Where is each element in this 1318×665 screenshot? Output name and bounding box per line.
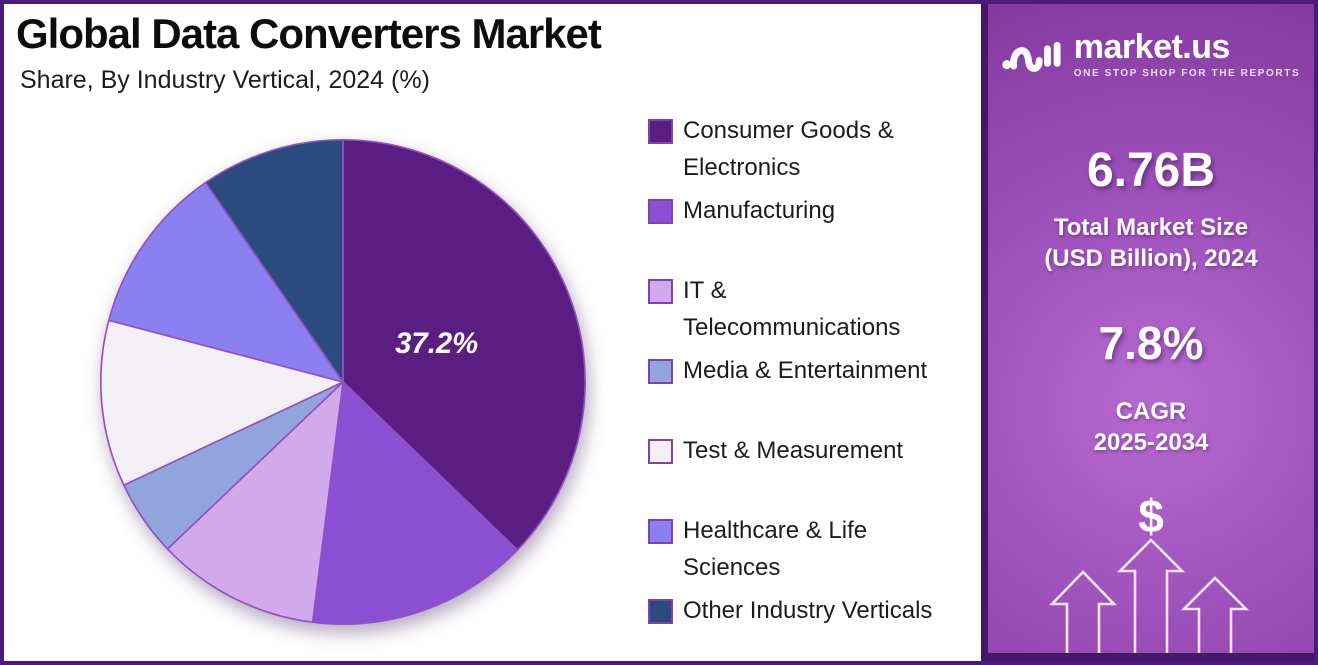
legend: Consumer Goods & Electronics Manufacturi… [648,112,978,661]
legend-item-label: Manufacturing [683,197,836,224]
market-size-value: 6.76B [1086,144,1216,197]
legend-swatch-icon [648,279,673,304]
pie-slice [99,319,346,487]
pie-slice [311,380,519,625]
pie-chart-svg: 37.2% [99,138,586,625]
growth-arrows: $ [988,490,1314,653]
pie-chart: 37.2% [93,132,593,632]
pie-slice [342,138,586,552]
legend-swatch-icon [648,599,673,624]
chart-area: Global Data Converters Market Share, By … [4,4,985,661]
up-arrow-left-icon [1048,570,1118,653]
legend-item-label: Other Industry Verticals [683,597,933,624]
legend-item: Media & Entertainment [648,352,978,432]
pie-slice-label: 37.2% [395,327,478,360]
legend-swatch-icon [648,359,673,384]
legend-item: Manufacturing [648,192,978,272]
brand-name: market.us [1073,28,1231,66]
dollar-sign: $ [1138,490,1164,542]
legend-item-label: Consumer Goods & Electronics [683,117,894,181]
legend-swatch-icon [648,119,673,144]
legend-item-label: Media & Entertainment [683,357,928,384]
legend-item: Consumer Goods & Electronics [648,112,978,192]
legend-item: Other Industry Verticals [648,592,978,661]
legend-swatch-icon [648,519,673,544]
legend-item-label: Test & Measurement [683,437,904,464]
pie-slice [107,181,345,384]
pie-slice [204,138,344,385]
brand-text: market.us ONE STOP SHOP FOR THE REPORTS [1074,30,1300,79]
market-size-label: Total Market Size (USD Billion), 2024 [1044,214,1258,272]
cagr-label: CAGR 2025-2034 [1093,398,1209,456]
page-title: Global Data Converters Market [16,10,602,57]
legend-item: Test & Measurement [648,432,978,512]
brand-tagline: ONE STOP SHOP FOR THE REPORTS [1073,68,1301,79]
up-arrow-right-icon [1180,576,1250,653]
chart-subtitle: Share, By Industry Vertical, 2024 (%) [20,66,430,94]
legend-swatch-icon [648,199,673,224]
cagr-value: 7.8% [1098,317,1204,369]
up-arrow-middle-icon [1116,538,1186,653]
legend-item: Healthcare & Life Sciences [648,512,978,592]
pie-slice [166,379,345,624]
legend-item-label: IT & Telecommunications [683,277,901,341]
brand: market.us ONE STOP SHOP FOR THE REPORTS [1002,30,1300,79]
marketus-logo-icon [1002,41,1061,72]
legend-item-label: Healthcare & Life Sciences [683,517,868,581]
sidebar: market.us ONE STOP SHOP FOR THE REPORTS … [981,4,1314,661]
up-arrows-icon: $ [1048,490,1250,653]
legend-swatch-icon [648,439,673,464]
legend-item: IT & Telecommunications [648,272,978,352]
